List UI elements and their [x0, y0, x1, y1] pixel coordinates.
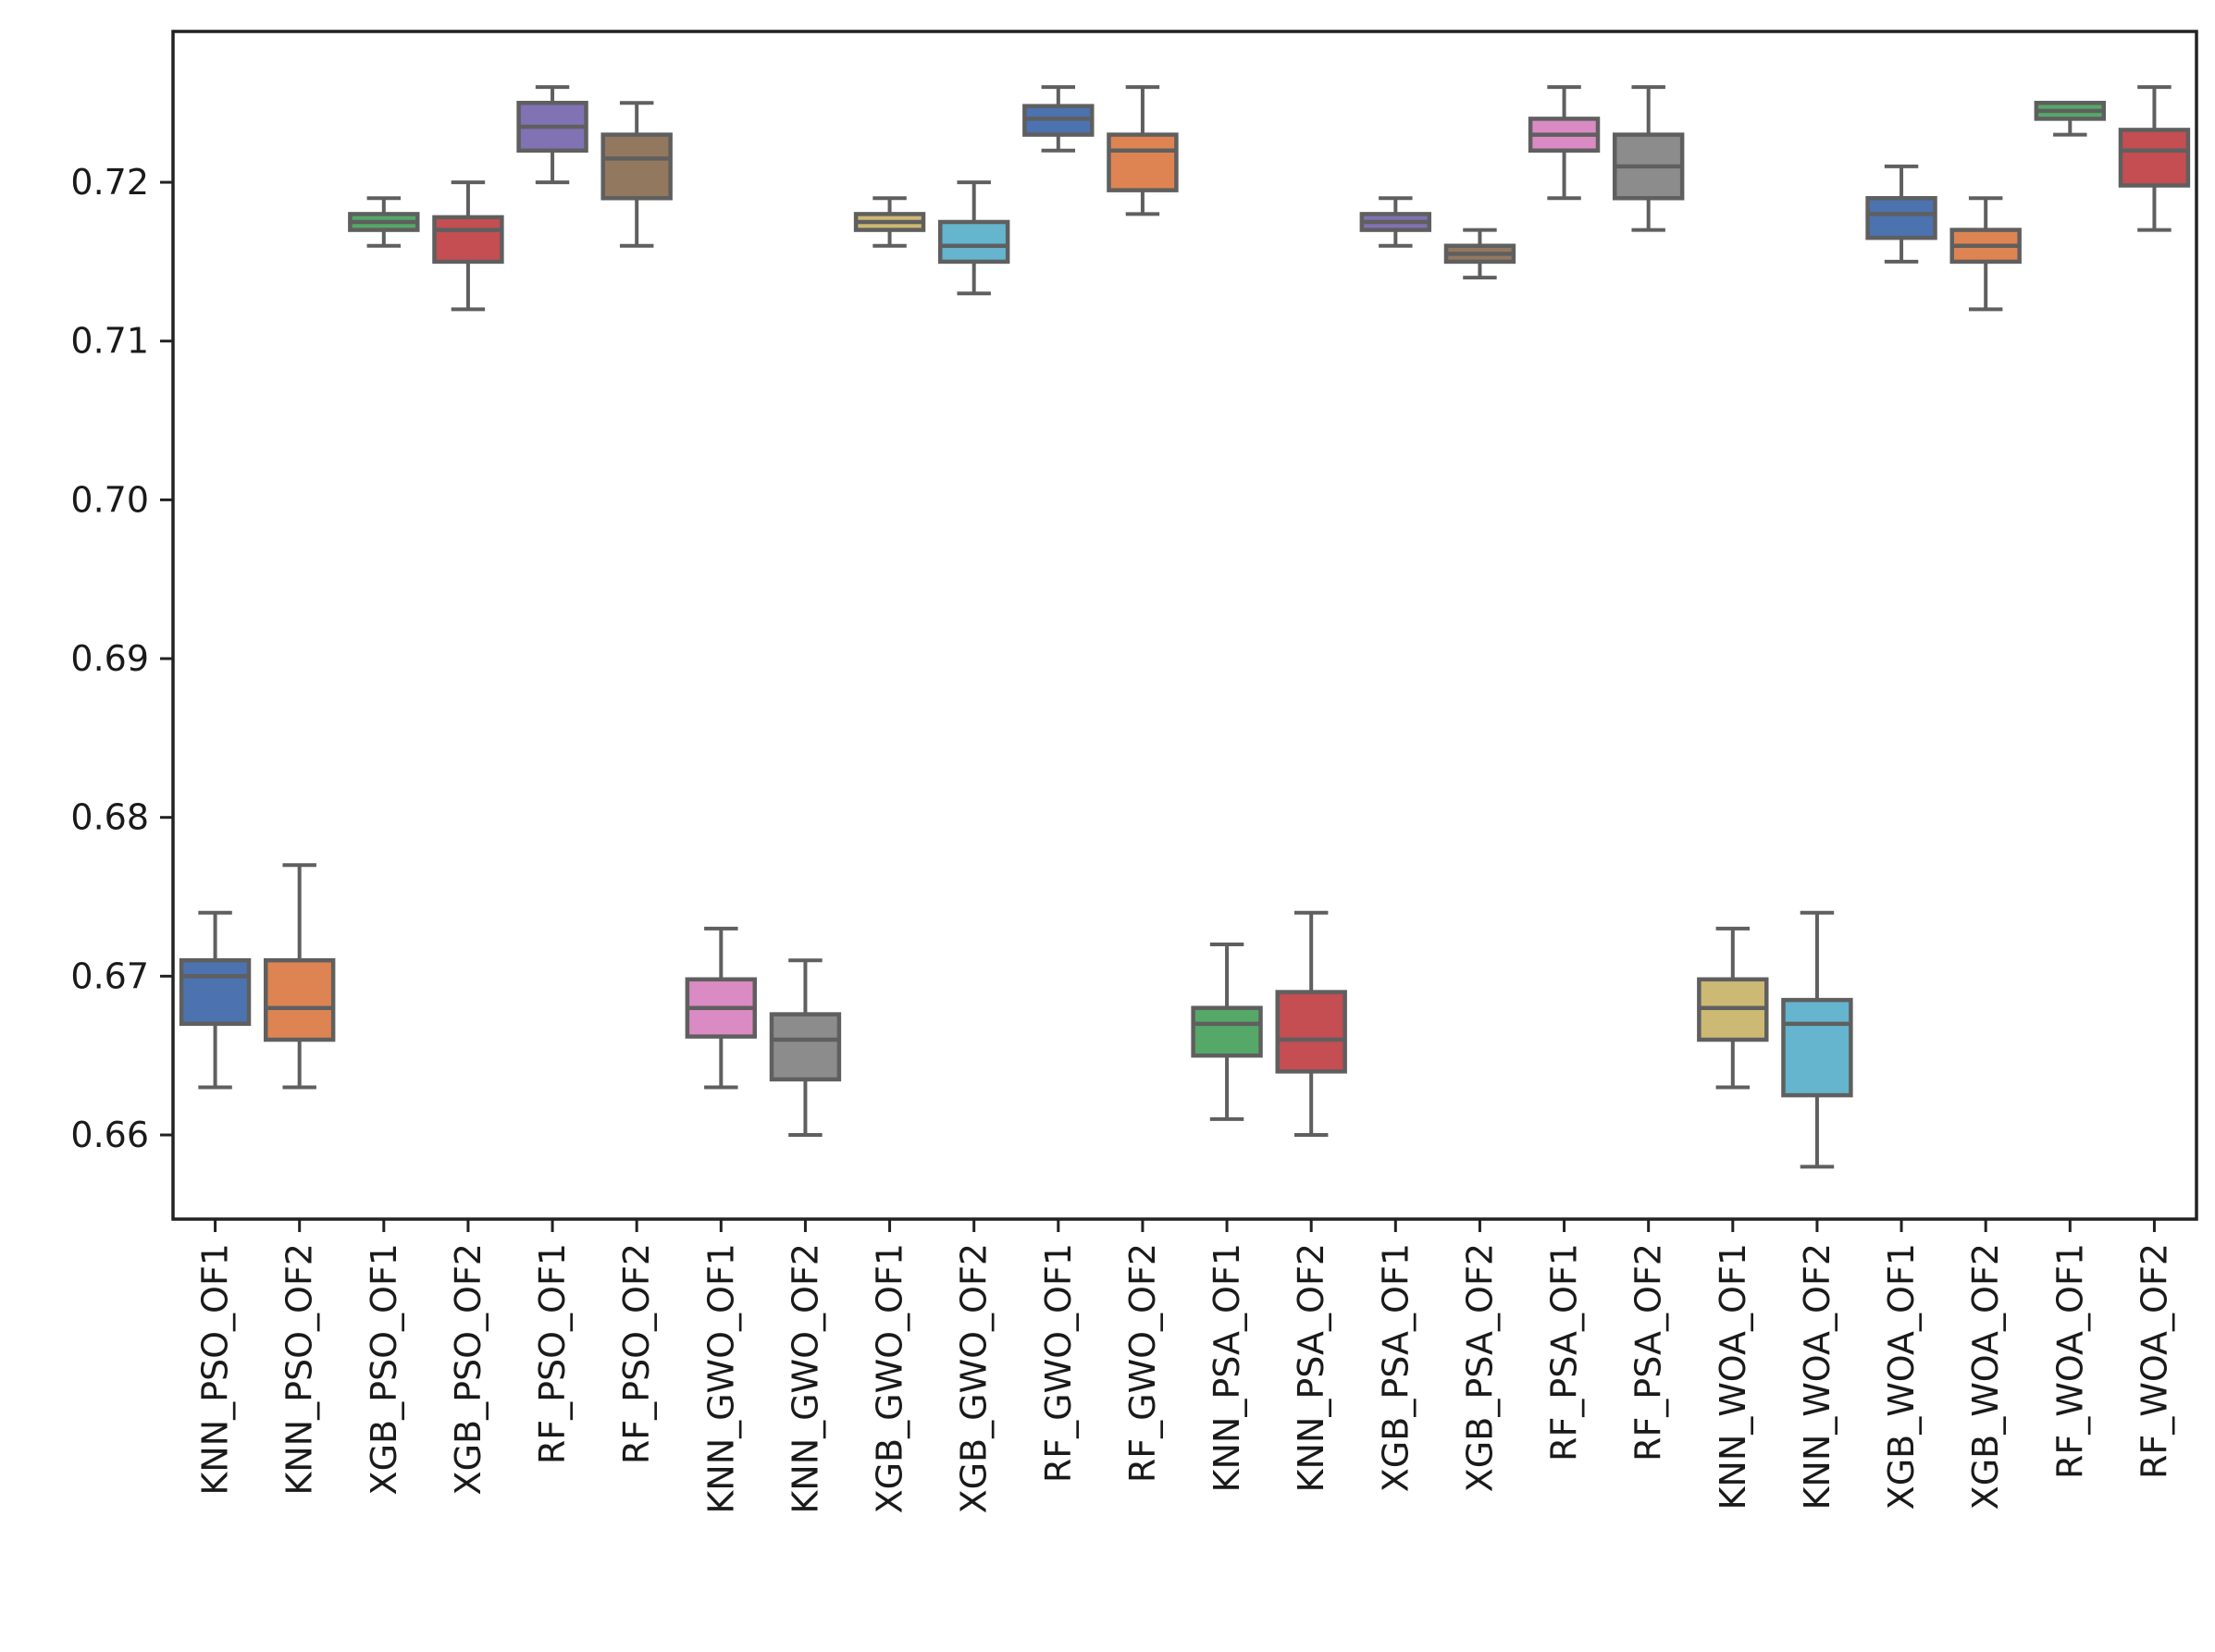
x-tick-label: XGB_WOA_OF2: [1965, 1243, 2006, 1510]
x-tick-label: XGB_GWO_OF2: [954, 1243, 995, 1513]
y-tick-label: 0.67: [70, 955, 149, 996]
box-XGB_PSO_OF2: [432, 180, 504, 312]
box-RF_GWO_OF1: [1022, 85, 1095, 153]
box-XGB_GWO_OF2: [937, 180, 1010, 296]
iqr-box: [600, 132, 673, 201]
x-tick-label: KNN_WOA_OF2: [1797, 1243, 1838, 1510]
iqr-box: [1865, 195, 1937, 240]
plot-area: [179, 85, 2191, 1169]
y-tick-label: 0.72: [70, 162, 149, 203]
x-axis: KNN_PSO_OF1 KNN_PSO_OF2 XGB_PSO_OF1 XGB_PSO…: [195, 1219, 2174, 1514]
x-tick-label: XGB_PSO_OF2: [448, 1243, 489, 1495]
x-tick-label: RF_GWO_OF1: [1038, 1243, 1079, 1483]
x-tick-label: KNN_PSO_OF2: [279, 1243, 320, 1496]
x-tick-label: RF_GWO_OF2: [1122, 1243, 1163, 1483]
box-XGB_PSA_OF2: [1443, 228, 1516, 280]
iqr-box: [1191, 1005, 1263, 1058]
box-XGB_PSO_OF1: [348, 196, 420, 248]
x-tick-label: XGB_PSA_OF1: [1375, 1243, 1416, 1492]
x-tick-label: KNN_PSA_OF2: [1291, 1243, 1331, 1492]
y-tick-label: 0.71: [70, 321, 149, 362]
box-RF_PSO_OF2: [600, 101, 673, 248]
x-tick-label: RF_WOA_OF1: [2049, 1243, 2090, 1479]
box-KNN_PSO_OF1: [179, 910, 252, 1090]
x-tick-label: XGB_GWO_OF1: [870, 1243, 910, 1513]
x-tick-label: KNN_PSO_OF1: [195, 1243, 236, 1496]
box-KNN_PSA_OF2: [1275, 910, 1347, 1138]
iqr-box: [937, 219, 1010, 265]
x-tick-label: RF_PSO_OF1: [532, 1243, 573, 1464]
iqr-box: [769, 1012, 842, 1082]
iqr-box: [2118, 128, 2191, 188]
x-tick-label: KNN_PSA_OF1: [1206, 1243, 1247, 1492]
x-tick-label: RF_PSA_OF2: [1628, 1243, 1669, 1461]
y-tick-label: 0.68: [70, 797, 149, 838]
box-KNN_GWO_OF1: [685, 926, 758, 1090]
iqr-box: [432, 215, 504, 265]
x-tick-label: XGB_PSO_OF1: [364, 1243, 404, 1495]
x-tick-label: RF_PSO_OF2: [616, 1243, 657, 1464]
iqr-box: [179, 957, 252, 1027]
y-tick-label: 0.70: [70, 479, 149, 520]
box-XGB_WOA_OF2: [1949, 196, 2022, 312]
x-tick-label: KNN_WOA_OF1: [1713, 1243, 1753, 1510]
x-tick-label: XGB_PSA_OF2: [1459, 1243, 1500, 1492]
box-XGB_GWO_OF1: [853, 196, 926, 248]
iqr-box: [1107, 132, 1179, 192]
x-tick-label: RF_WOA_OF2: [2134, 1243, 2174, 1479]
y-tick-label: 0.66: [70, 1115, 149, 1155]
box-RF_PSA_OF1: [1528, 85, 1601, 201]
box-XGB_WOA_OF1: [1865, 164, 1937, 264]
box-KNN_WOA_OF2: [1781, 910, 1853, 1169]
box-KNN_GWO_OF2: [769, 958, 842, 1138]
iqr-box: [263, 957, 336, 1042]
box-RF_WOA_OF2: [2118, 85, 2191, 232]
box-XGB_PSA_OF1: [1359, 196, 1432, 248]
x-tick-label: KNN_GWO_OF2: [785, 1243, 825, 1514]
x-tick-label: RF_PSA_OF1: [1544, 1243, 1585, 1461]
box-RF_WOA_OF1: [2034, 100, 2107, 137]
box-KNN_WOA_OF1: [1697, 926, 1769, 1090]
y-axis: 0.66 0.67 0.68 0.69 0.70 0.71 0.72: [70, 162, 173, 1155]
box-KNN_PSA_OF1: [1191, 943, 1263, 1121]
x-tick-label: KNN_GWO_OF1: [700, 1243, 741, 1514]
box-KNN_PSO_OF2: [263, 863, 336, 1090]
iqr-box: [1781, 997, 1853, 1098]
iqr-box: [1275, 990, 1347, 1074]
x-tick-label: XGB_WOA_OF1: [1881, 1243, 1922, 1510]
box-RF_PSA_OF2: [1612, 85, 1685, 232]
box-RF_PSO_OF1: [516, 85, 588, 185]
axes-frame: [171, 30, 2198, 1221]
box-RF_GWO_OF2: [1107, 85, 1179, 216]
y-tick-label: 0.69: [70, 638, 149, 679]
